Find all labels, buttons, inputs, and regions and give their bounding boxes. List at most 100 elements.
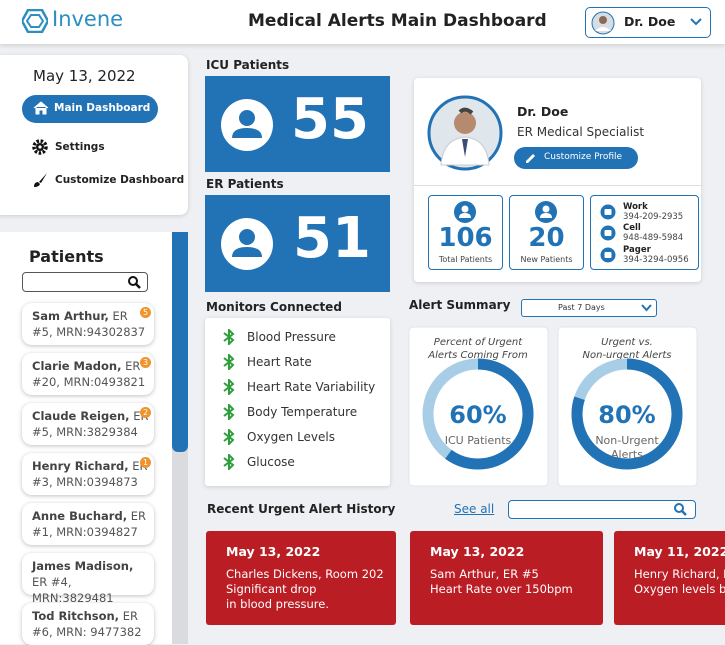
donut-caption: Alerts [611, 448, 643, 461]
monitor-item: Glucose [247, 455, 295, 469]
home-icon [33, 101, 49, 115]
er-label: ER Patients [206, 177, 284, 191]
alert-badge: 1 [140, 457, 151, 468]
patient-text: Clarie Madon, ER #20, MRN:0493821 [32, 358, 150, 390]
bluetooth-icon [223, 404, 235, 420]
donut-arc [571, 358, 683, 470]
patients-title: Patients [29, 247, 104, 266]
alert-card[interactable]: May 11, 2022 Henry Richard, EROxygen leve… [614, 531, 725, 625]
logo: Invene [52, 7, 124, 31]
er-count: 51 [293, 206, 371, 271]
patient-search[interactable] [22, 272, 148, 292]
patient-text: Tod Ritchson, ER #6, MRN: 9477382 [32, 608, 150, 640]
alert-text: Significant drop [226, 582, 317, 596]
stat-label: Total Patients [438, 255, 493, 264]
contact-label: Pager [623, 245, 651, 255]
scroll-thumb[interactable] [172, 232, 188, 452]
contact-icon [600, 225, 616, 241]
monitor-item: Body Temperature [247, 405, 358, 419]
alert-text: Charles Dickens, Room 202 [226, 567, 384, 581]
bluetooth-icon [223, 354, 235, 370]
monitor-item: Oxygen Levels [247, 430, 335, 444]
monitors-card [205, 318, 390, 486]
avatar [591, 11, 615, 35]
patient-name: Henry Richard, [32, 459, 129, 473]
alert-badge: 3 [140, 357, 151, 368]
button-label: Customize Profile [544, 152, 623, 162]
alert-text: Oxygen levels bel [634, 582, 725, 596]
patient-text: James Madison, ER #4, MRN:3829481 [32, 558, 150, 606]
gear-icon [32, 139, 48, 155]
alert-text: Sam Arthur, ER #5 [430, 567, 539, 581]
alert-date: May 13, 2022 [430, 544, 525, 559]
patient-info: ER #4, MRN:3829481 [32, 575, 114, 605]
patient-name: Tod Ritchson, [32, 609, 120, 623]
contact-icon [600, 204, 616, 220]
history-search[interactable] [508, 500, 696, 519]
donut-track [422, 358, 534, 470]
contact-label: Cell [623, 223, 641, 233]
patient-info: ER #6, MRN: 9477382 [32, 609, 142, 639]
patient-card[interactable]: Anne Buchard, ER #1, MRN:0394827 [22, 503, 154, 545]
chart-title: Percent of Urgent [434, 337, 523, 348]
patient-info: ER #5, MRN:94302837 [32, 309, 146, 339]
patient-card[interactable]: Clarie Madon, ER #20, MRN:0493821 3 [22, 353, 154, 395]
alert-summary-label: Alert Summary [409, 298, 511, 312]
brush-icon [34, 173, 47, 187]
patient-info: ER #3, MRN:0394873 [32, 459, 148, 489]
contact-label: Work [623, 202, 648, 212]
person-icon [454, 201, 476, 223]
pencil-icon [526, 154, 535, 163]
stat-value: 20 [528, 223, 565, 253]
patient-card[interactable]: Henry Richard, ER #3, MRN:0394873 1 [22, 453, 154, 495]
user-menu[interactable]: Dr. Doe [585, 7, 711, 38]
nav-label: Main Dashboard [54, 102, 151, 114]
nav-settings[interactable]: Settings [55, 141, 105, 153]
nav-card [0, 55, 188, 215]
nav-main[interactable]: Main Dashboard [22, 95, 158, 123]
donut-arc [422, 358, 534, 470]
donut-track [571, 358, 683, 470]
monitor-item: Blood Pressure [247, 330, 336, 344]
contact-value: 948-489-5984 [623, 233, 684, 243]
person-icon [221, 99, 273, 151]
alert-text: Henry Richard, ER [634, 567, 725, 581]
page-title: Medical Alerts Main Dashboard [248, 11, 547, 31]
nav-customize[interactable]: Customize Dashboard [55, 174, 185, 186]
monitor-item: Heart Rate [247, 355, 312, 369]
user-name: Dr. Doe [624, 14, 676, 29]
bluetooth-icon [223, 379, 235, 395]
donut-caption: Non-Urgent [595, 434, 659, 447]
patient-name: Claude Reigen, [32, 409, 130, 423]
chevron [641, 304, 652, 312]
patient-name: James Madison, [32, 559, 134, 573]
patient-card[interactable]: James Madison, ER #4, MRN:3829481 [22, 553, 154, 605]
chart-title: Alerts Coming From [427, 350, 528, 361]
patient-name: Sam Arthur, [32, 309, 109, 323]
patient-card[interactable]: Sam Arthur, ER #5, MRN:94302837 5 [22, 303, 154, 345]
customize-profile-button[interactable]: Customize Profile [514, 147, 638, 169]
contact-value: 394-3294-0956 [623, 255, 689, 265]
alert-card[interactable]: May 13, 2022 Charles Dickens, Room 202 Sig… [206, 531, 396, 625]
history-label: Recent Urgent Alert History [207, 502, 396, 516]
patient-info: ER #1, MRN:0394827 [32, 509, 146, 539]
patient-text: Anne Buchard, ER #1, MRN:0394827 [32, 508, 150, 540]
alert-badge: 5 [140, 307, 151, 318]
alert-card[interactable]: May 13, 2022 Sam Arthur, ER #5 Heart Rate … [410, 531, 603, 625]
monitor-item: Heart Rate Variability [247, 380, 376, 394]
alert-date: May 11, 2022 [634, 544, 725, 559]
range-select[interactable]: Past 7 Days [521, 299, 657, 317]
bluetooth-icon [223, 429, 235, 445]
logo-icon [22, 9, 48, 33]
see-all-link[interactable]: See all [454, 502, 495, 516]
patient-card[interactable]: Tod Ritchson, ER #6, MRN: 9477382 [22, 603, 154, 645]
bluetooth-icon [223, 454, 235, 470]
range-label: Past 7 Days [558, 303, 605, 312]
alert-date: May 13, 2022 [226, 544, 321, 559]
patient-text: Claude Reigen, ER #5, MRN:3829384 [32, 408, 150, 440]
alert-text: in blood pressure. [226, 597, 329, 611]
er-tile: 51 [205, 195, 390, 292]
patient-text: Sam Arthur, ER #5, MRN:94302837 [32, 308, 150, 340]
